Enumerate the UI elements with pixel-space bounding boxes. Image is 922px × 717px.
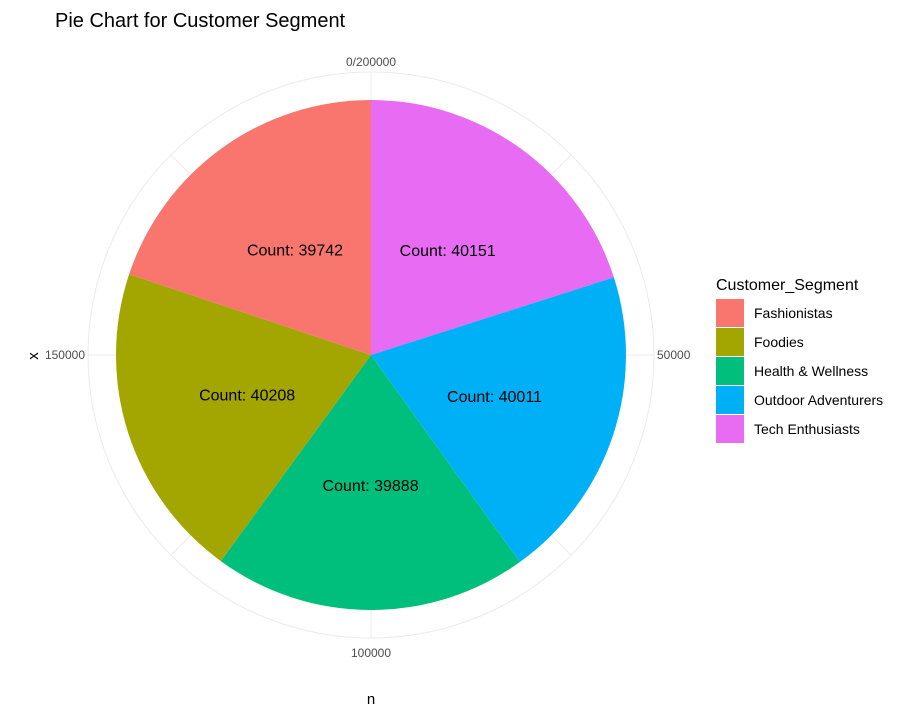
legend-swatch (716, 299, 744, 327)
pie-slice (371, 100, 614, 355)
legend-label: Tech Enthusiasts (754, 421, 860, 437)
angle-tick-label: 0/200000 (346, 55, 396, 69)
pie-slice (116, 274, 372, 562)
legend-swatch (716, 328, 744, 356)
legend-title: Customer_Segment (716, 277, 859, 294)
chart-panel: Count: 40151 Count: 40011 Count: 39888 Coun… (45, 55, 691, 660)
legend-label: Outdoor Adventurers (754, 392, 883, 408)
chart-title: Pie Chart for Customer Segment (55, 10, 346, 32)
legend-label: Foodies (754, 334, 804, 350)
angle-tick-label: 100000 (351, 646, 391, 660)
x-axis-title: n (367, 691, 375, 708)
slice-label: Count: 40011 (447, 389, 542, 406)
angle-tick-label: 50000 (657, 348, 691, 362)
angle-tick-label: 150000 (45, 348, 85, 362)
legend-swatch (716, 415, 744, 443)
legend-swatch (716, 357, 744, 385)
slice-label: Count: 40208 (199, 388, 295, 405)
legend: Customer_Segment Fashionistas Foodies Heal… (716, 277, 883, 443)
y-axis-title: x (25, 352, 42, 360)
slice-label: Count: 39888 (323, 478, 419, 495)
slice-label: Count: 40151 (400, 243, 496, 260)
pie-slice (220, 355, 520, 611)
pie-slice (129, 100, 371, 355)
legend-swatch (716, 386, 744, 414)
pie-slice (371, 277, 627, 563)
legend-label: Fashionistas (754, 305, 833, 321)
slice-label: Count: 39742 (247, 242, 343, 259)
legend-label: Health & Wellness (754, 363, 868, 379)
